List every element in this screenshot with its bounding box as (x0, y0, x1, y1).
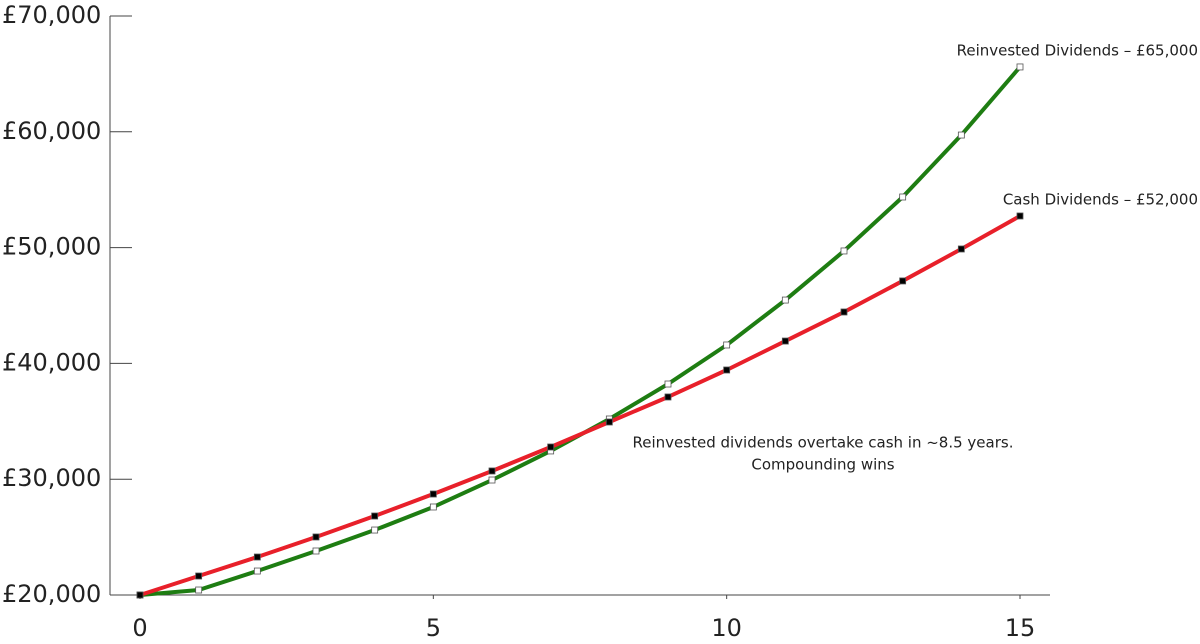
data-point (488, 467, 496, 475)
x-tick-label: 0 (132, 614, 147, 642)
data-point (371, 526, 379, 534)
y-tick-label: £60,000 (2, 117, 101, 145)
data-point (840, 308, 848, 316)
annotation: Compounding wins (751, 456, 894, 474)
data-point (664, 393, 672, 401)
data-point (195, 586, 203, 594)
data-point (605, 418, 613, 426)
x-tick-label: 10 (711, 614, 742, 642)
data-point (253, 553, 261, 561)
data-point (840, 247, 848, 255)
data-point (1016, 212, 1024, 220)
data-point (723, 366, 731, 374)
data-point (429, 503, 437, 511)
x-tick-label: 15 (1005, 614, 1036, 642)
y-tick-label: £40,000 (2, 348, 101, 376)
data-point (723, 341, 731, 349)
data-point (371, 512, 379, 520)
x-tick-label: 5 (426, 614, 441, 642)
annotation: Reinvested dividends overtake cash in ~8… (633, 434, 1014, 452)
y-tick-label: £20,000 (2, 580, 101, 608)
data-point (253, 567, 261, 575)
data-point (781, 296, 789, 304)
data-point (957, 245, 965, 253)
y-tick-label: £30,000 (2, 464, 101, 492)
series-line (139, 65, 1022, 597)
series-label: Reinvested Dividends – £65,000 (957, 41, 1198, 59)
data-point (547, 443, 555, 451)
data-point (781, 337, 789, 345)
data-point (429, 490, 437, 498)
data-point (899, 193, 907, 201)
data-point (1016, 63, 1024, 71)
data-point (312, 547, 320, 555)
data-point (195, 572, 203, 580)
data-point (664, 380, 672, 388)
data-point (136, 591, 144, 599)
series-line (139, 214, 1021, 597)
data-point (312, 533, 320, 541)
data-point (957, 131, 965, 139)
data-point (488, 476, 496, 484)
series-label: Cash Dividends – £52,000 (1003, 190, 1198, 208)
y-tick-label: £50,000 (2, 233, 101, 261)
data-point (899, 277, 907, 285)
y-tick-label: £70,000 (2, 1, 101, 29)
